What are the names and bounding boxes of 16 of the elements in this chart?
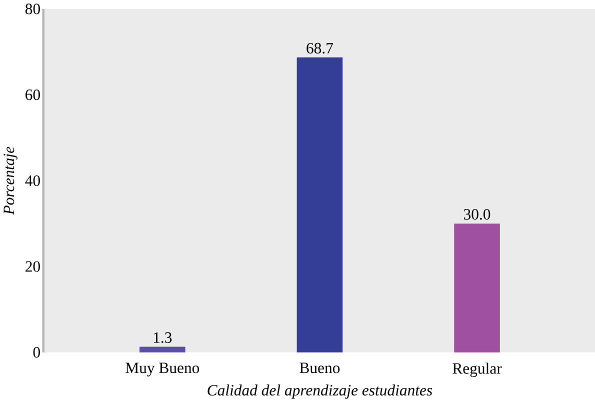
bar xyxy=(454,223,500,352)
x-axis-title: Calidad del aprendizaje estudiantes xyxy=(208,384,432,399)
data-label: 30.0 xyxy=(464,208,490,220)
bar xyxy=(140,346,186,352)
y-tick-label: 40 xyxy=(25,175,40,186)
y-tick-label: 60 xyxy=(26,89,40,100)
x-tick-label: Bueno xyxy=(300,362,340,373)
data-label: 68.7 xyxy=(306,42,333,54)
y-tick-label: 80 xyxy=(25,3,40,14)
data-label: 1.3 xyxy=(154,332,172,343)
y-tick-label: 20 xyxy=(26,261,40,272)
y-tick-label: 0 xyxy=(33,346,40,358)
x-tick-label: Regular xyxy=(452,362,502,377)
y-axis-title: Porcentaje xyxy=(4,146,18,215)
x-tick-label: Muy Bueno xyxy=(126,362,200,376)
bar xyxy=(296,57,343,352)
